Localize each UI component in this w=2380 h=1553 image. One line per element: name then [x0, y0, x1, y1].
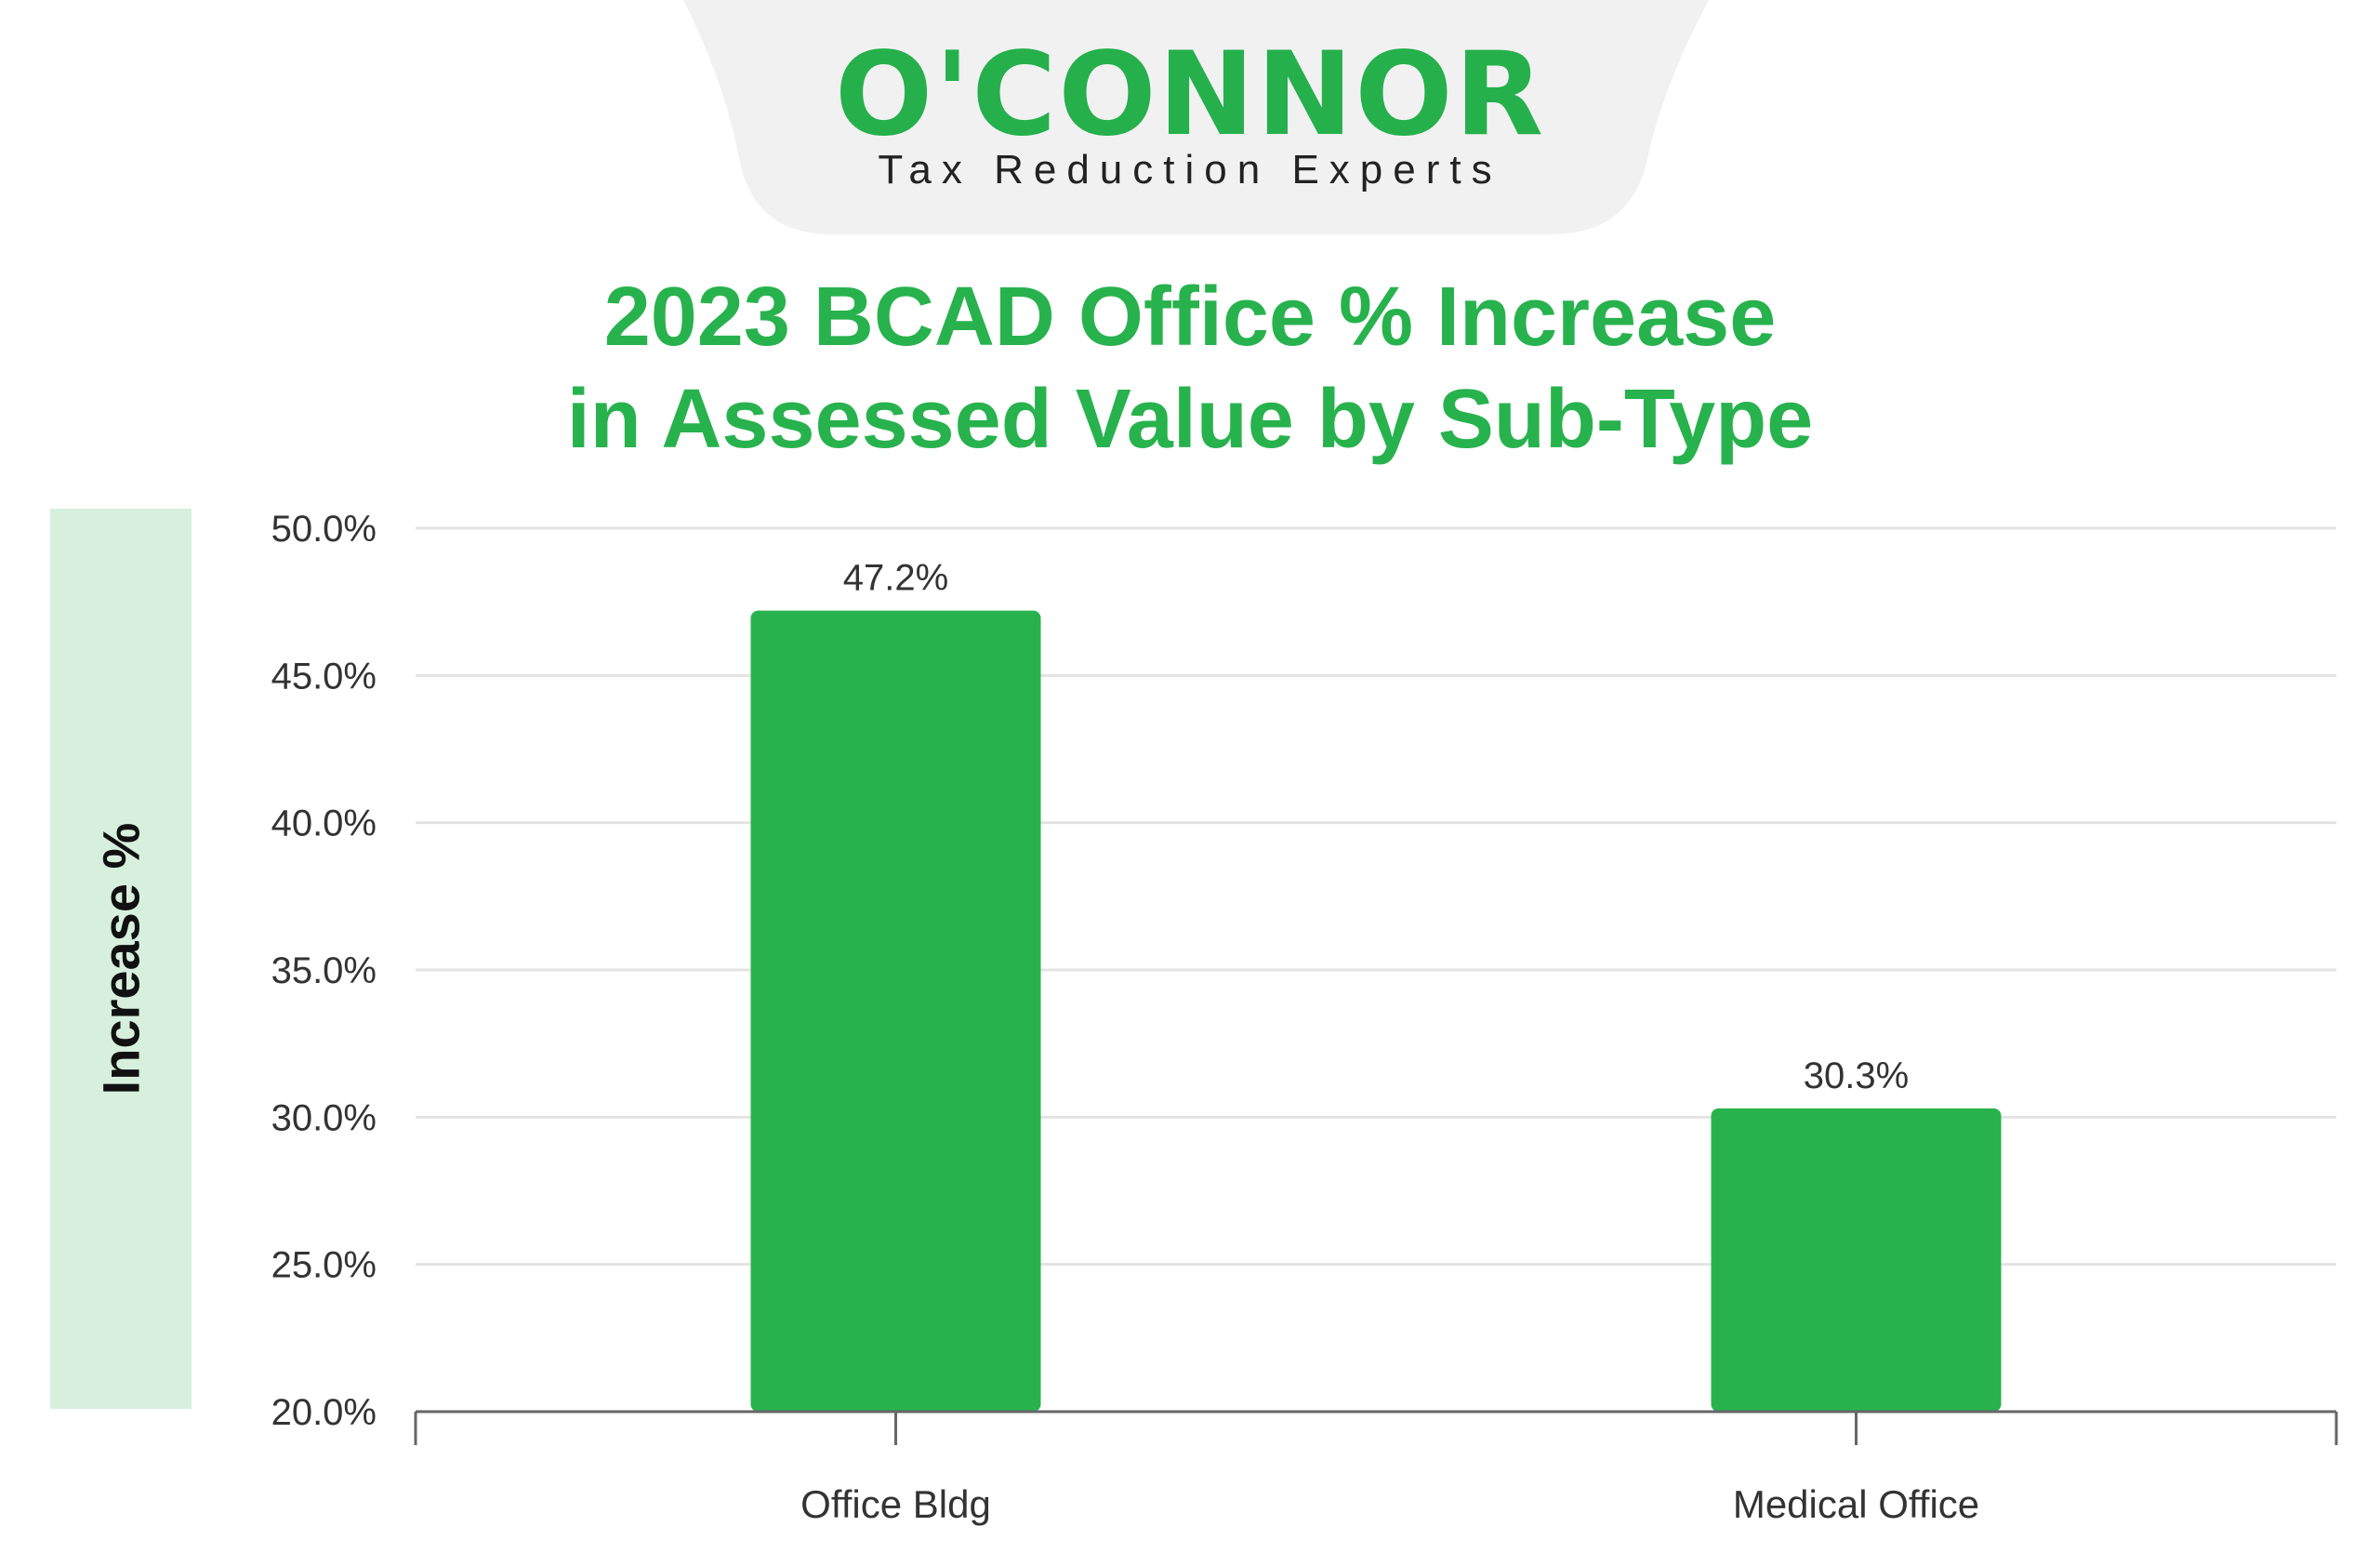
y-tick-label: 45.0% [271, 656, 377, 697]
y-tick-label: 25.0% [271, 1245, 377, 1286]
y-tick-label: 30.0% [271, 1097, 377, 1138]
data-label: 47.2% [843, 558, 948, 599]
bar [750, 610, 1041, 1412]
y-tick-label: 20.0% [271, 1392, 377, 1433]
bar [1711, 1108, 2002, 1412]
x-tick-label: Medical Office [1733, 1482, 1979, 1526]
y-tick-label: 40.0% [271, 803, 377, 844]
logo-brand: O'CONNOR [834, 28, 1546, 162]
y-axis-label-panel [50, 509, 192, 1409]
x-tick-label: Office Bldg [800, 1482, 991, 1526]
y-tick-label: 35.0% [271, 950, 377, 991]
chart-title-line-1: 2023 BCAD Office % Increase [603, 271, 1777, 364]
chart-title-line-2: in Assessed Value by Sub-Type [566, 373, 1814, 466]
logo-background-shape [683, 0, 1709, 234]
logo-tagline: Tax Reduction Experts [878, 147, 1502, 192]
y-tick-label: 50.0% [271, 509, 377, 550]
data-label: 30.3% [1804, 1055, 1909, 1096]
